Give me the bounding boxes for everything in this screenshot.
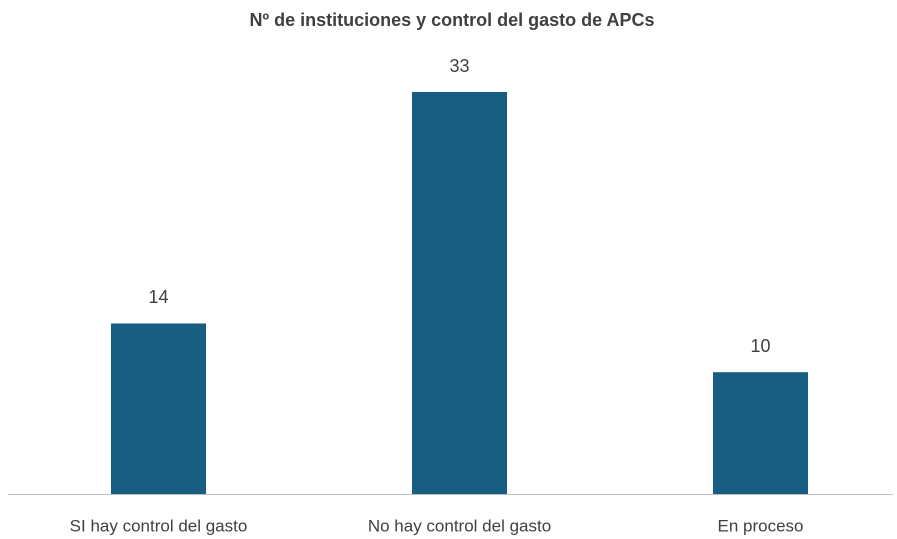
x-tick-label: SI hay control del gasto [70, 516, 248, 535]
data-label: 33 [449, 56, 469, 76]
data-label: 14 [148, 287, 168, 307]
bar [111, 323, 206, 494]
data-label: 10 [750, 336, 770, 356]
bar [412, 92, 507, 494]
x-tick-label: En proceso [718, 516, 804, 535]
chart-title: Nº de instituciones y control del gasto … [250, 10, 655, 30]
x-tick-label: No hay control del gasto [368, 516, 551, 535]
bar [713, 372, 808, 494]
